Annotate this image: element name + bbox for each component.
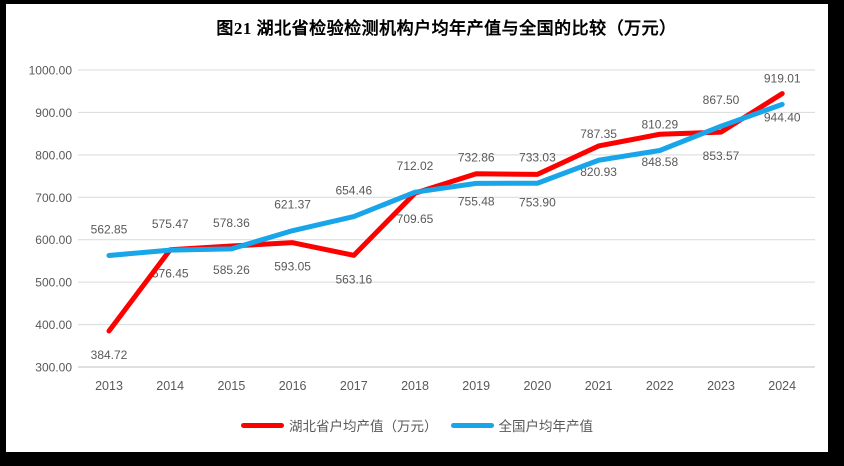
data-label-national: 575.47: [152, 217, 189, 231]
x-axis-tick-label: 2024: [768, 379, 796, 393]
data-label-national: 732.86: [458, 150, 495, 164]
x-axis-tick-label: 2016: [279, 379, 307, 393]
data-label-hubei: 709.65: [397, 212, 434, 226]
data-label-national: 654.46: [335, 184, 372, 198]
data-label-hubei: 384.72: [91, 348, 128, 362]
legend-item-hubei: 湖北省户均产值（万元）: [241, 415, 438, 435]
y-axis-tick-label: 400.00: [35, 318, 72, 332]
data-label-hubei: 576.45: [152, 267, 189, 281]
data-label-hubei: 848.58: [641, 155, 678, 169]
data-label-hubei: 755.48: [458, 195, 495, 209]
data-label-national: 578.36: [213, 216, 250, 230]
x-axis-tick-label: 2017: [340, 379, 368, 393]
y-axis-tick-label: 300.00: [35, 361, 72, 375]
legend-item-national: 全国户均年产值: [450, 415, 594, 435]
y-axis-tick-label: 1000.00: [29, 64, 73, 78]
x-axis-tick-label: 2014: [156, 379, 184, 393]
y-axis-tick-label: 500.00: [35, 276, 72, 290]
legend-label-hubei: 湖北省户均产值（万元）: [289, 419, 438, 434]
series-line-national: [106, 101, 785, 258]
data-label-hubei: 585.26: [213, 263, 250, 277]
data-label-national: 712.02: [397, 159, 434, 173]
data-label-hubei: 853.57: [703, 149, 740, 163]
y-axis-tick-label: 700.00: [35, 191, 72, 205]
legend-swatch-national-line: [450, 422, 494, 428]
y-axis-tick-label: 600.00: [35, 233, 72, 247]
y-axis-tick-label: 800.00: [35, 148, 72, 162]
x-axis-tick-label: 2013: [95, 379, 123, 393]
x-axis-tick-label: 2022: [646, 379, 674, 393]
chart-title: 图21 湖北省检验检测机构户均年产值与全国的比较（万元）: [216, 19, 677, 38]
data-label-hubei: 944.40: [764, 111, 801, 125]
x-axis-tick-label: 2023: [707, 379, 735, 393]
series-line-hubei: [106, 91, 785, 334]
document-page: [6, 4, 828, 452]
data-label-national: 810.29: [641, 117, 678, 131]
chart-legend: 湖北省户均产值（万元） 全国户均年产值: [6, 412, 828, 438]
data-label-hubei: 563.16: [335, 272, 372, 286]
y-axis-tick-label: 900.00: [35, 106, 72, 120]
x-axis-tick-label: 2019: [462, 379, 490, 393]
data-label-national: 562.85: [91, 222, 128, 236]
data-label-national: 733.03: [519, 150, 556, 164]
x-axis-tick-label: 2015: [217, 379, 245, 393]
data-label-national: 621.37: [274, 198, 311, 212]
legend-label-national: 全国户均年产值: [498, 419, 594, 434]
data-label-hubei: 753.90: [519, 195, 556, 209]
data-label-hubei: 593.05: [274, 260, 311, 274]
data-label-national: 787.35: [580, 127, 617, 141]
x-axis-tick-label: 2020: [523, 379, 551, 393]
x-axis-tick-label: 2021: [585, 379, 613, 393]
data-label-national: 919.01: [764, 71, 801, 85]
data-label-hubei: 820.93: [580, 165, 617, 179]
legend-swatch-hubei-line: [241, 422, 284, 428]
data-label-national: 867.50: [703, 93, 740, 107]
x-axis-tick-label: 2018: [401, 379, 429, 393]
